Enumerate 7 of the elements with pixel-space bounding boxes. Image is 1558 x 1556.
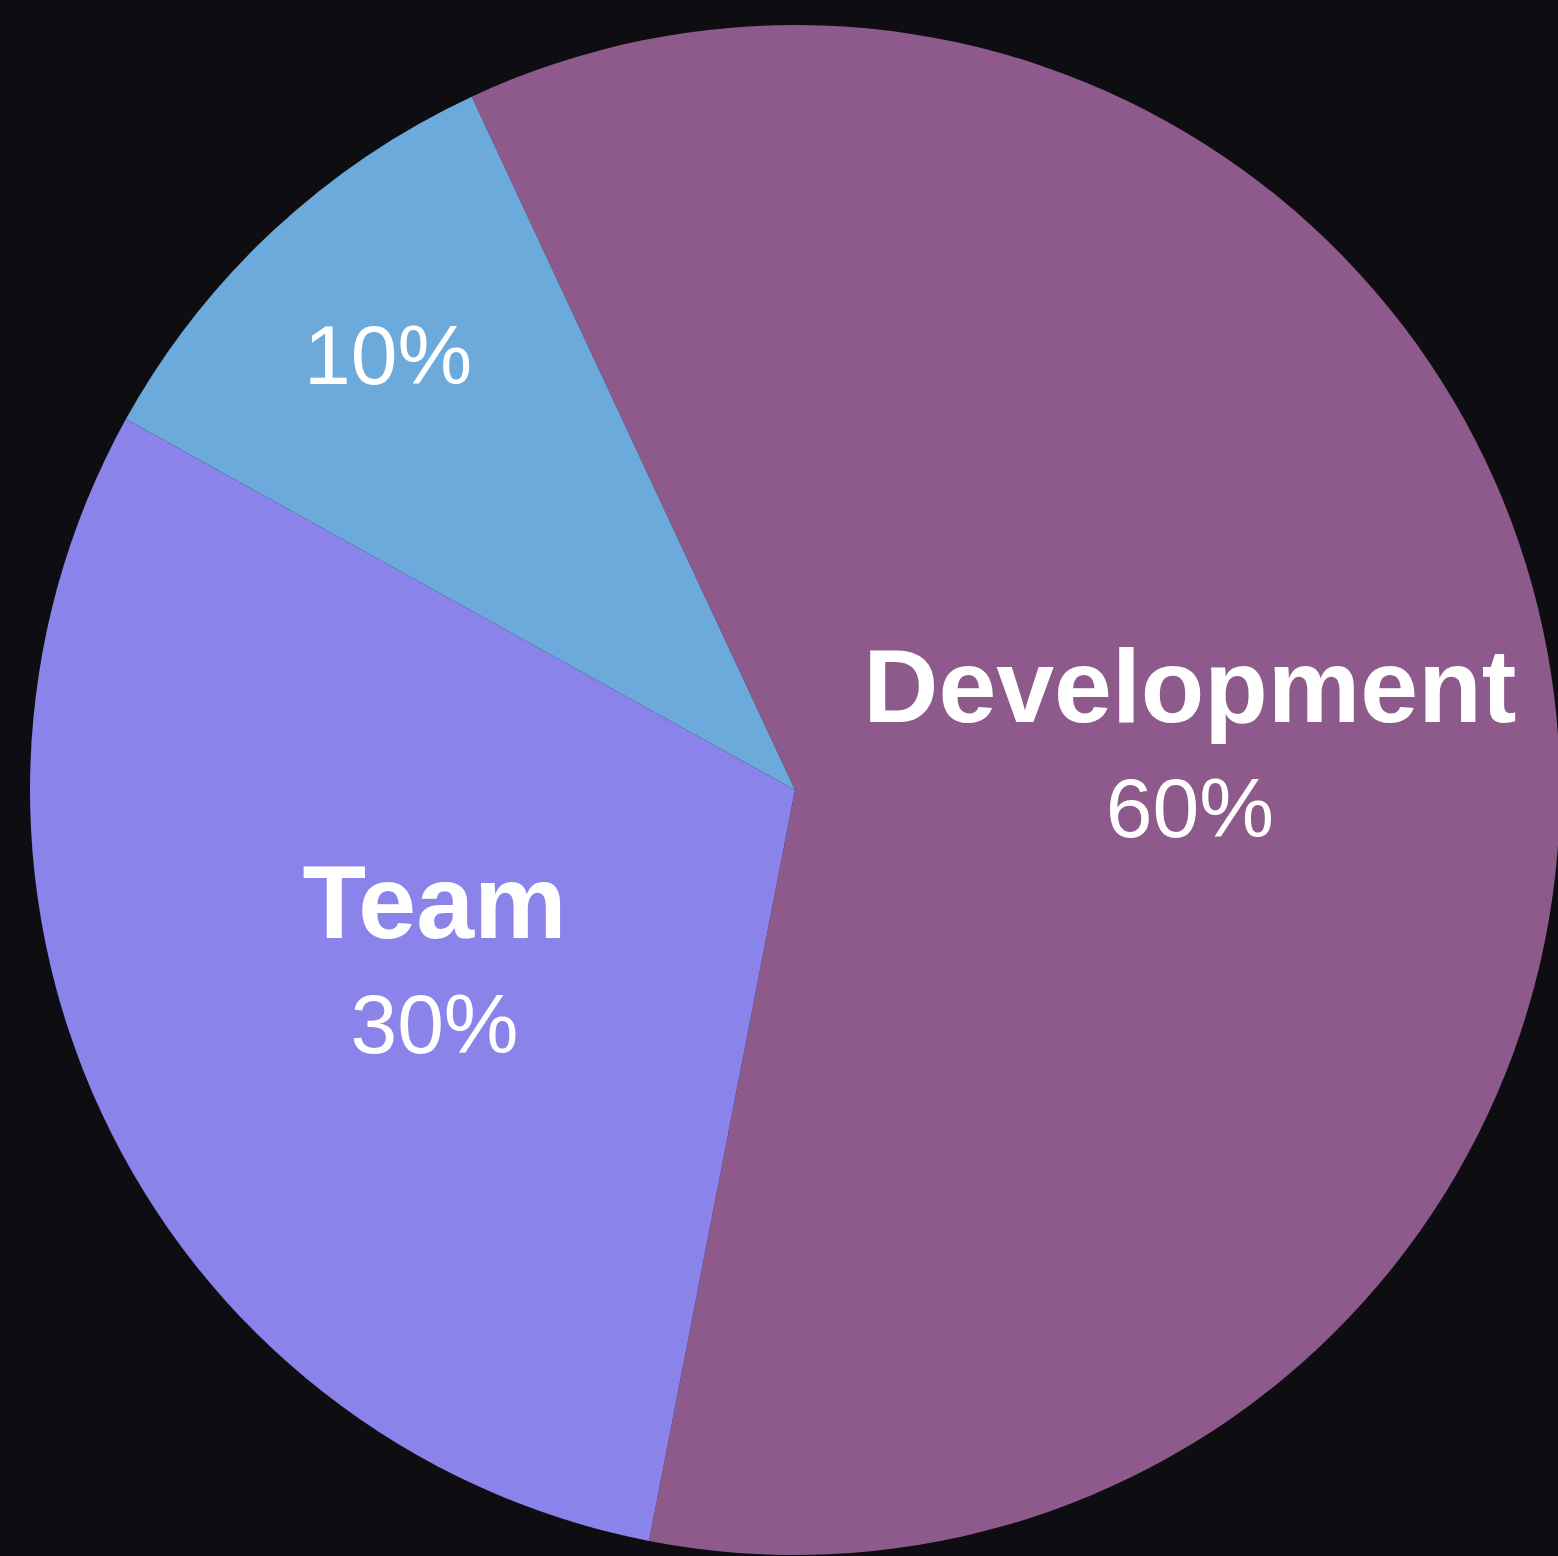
pie-slice bbox=[30, 419, 795, 1541]
data-label: 10% bbox=[303, 307, 473, 402]
slice-label: Team bbox=[302, 844, 567, 961]
data-label: 30% bbox=[350, 977, 519, 1072]
slice-label: Development bbox=[863, 627, 1517, 744]
data-label: 60% bbox=[1105, 760, 1274, 855]
pie-slice bbox=[125, 96, 795, 790]
